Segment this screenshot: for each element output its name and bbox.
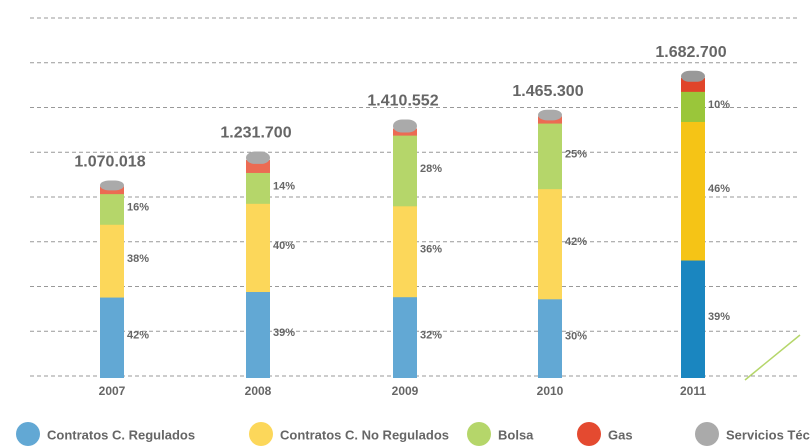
legend-swatch — [16, 422, 40, 446]
bar-segment — [393, 295, 417, 378]
legend-label: Bolsa — [498, 427, 534, 442]
bar-segment — [681, 70, 705, 82]
x-tick-label: 2009 — [392, 384, 419, 398]
legend-swatch — [467, 422, 491, 446]
bar-segment — [681, 258, 705, 378]
value-label: 46% — [708, 183, 730, 195]
total-label: 1.410.552 — [367, 93, 438, 110]
bar-segment — [681, 119, 705, 261]
total-label: 1.682.700 — [655, 44, 726, 61]
bar-segment — [246, 290, 270, 378]
bar-segment — [393, 204, 417, 298]
bar-segment — [246, 170, 270, 204]
legend-swatch — [577, 422, 601, 446]
bar-segment — [538, 121, 562, 190]
legend-label: Contratos C. Regulados — [47, 427, 195, 442]
legend-label: Servicios Técnicos — [726, 427, 810, 442]
decoration — [744, 334, 801, 381]
value-label: 14% — [273, 180, 295, 192]
bar-segment — [100, 295, 124, 378]
value-label: 39% — [708, 311, 730, 323]
value-label: 30% — [565, 331, 587, 343]
value-label: 36% — [420, 244, 442, 256]
value-label: 32% — [420, 330, 442, 342]
legend-label: Contratos C. No Regulados — [280, 427, 449, 442]
bar-segment — [538, 109, 562, 121]
bar-segment — [100, 192, 124, 225]
legend-swatch — [695, 422, 719, 446]
bar-segment — [246, 151, 270, 164]
bar-segment — [100, 222, 124, 298]
x-tick-label: 2010 — [537, 384, 564, 398]
value-label: 39% — [273, 327, 295, 339]
bar-segment — [100, 180, 124, 191]
bar-segment — [393, 119, 417, 133]
x-tick-label: 2007 — [99, 384, 126, 398]
total-label: 1.231.700 — [220, 125, 291, 142]
value-label: 42% — [565, 236, 587, 248]
value-label: 42% — [127, 330, 149, 342]
legend-label: Gas — [608, 427, 633, 442]
bar-segment — [246, 201, 270, 293]
x-tick-label: 2011 — [680, 384, 706, 398]
value-label: 28% — [420, 163, 442, 175]
total-label: 1.465.300 — [512, 83, 583, 100]
value-label: 38% — [127, 253, 149, 265]
value-label: 16% — [127, 201, 149, 213]
value-label: 10% — [708, 99, 730, 111]
bar-segment — [538, 187, 562, 300]
value-label: 40% — [273, 240, 295, 252]
total-label: 1.070.018 — [74, 154, 145, 171]
bar-segment — [681, 89, 705, 122]
legend-swatch — [249, 422, 273, 446]
bar-segment — [393, 133, 417, 207]
value-label: 25% — [565, 148, 587, 160]
bar-segment — [538, 297, 562, 378]
x-tick-label: 2008 — [245, 384, 272, 398]
